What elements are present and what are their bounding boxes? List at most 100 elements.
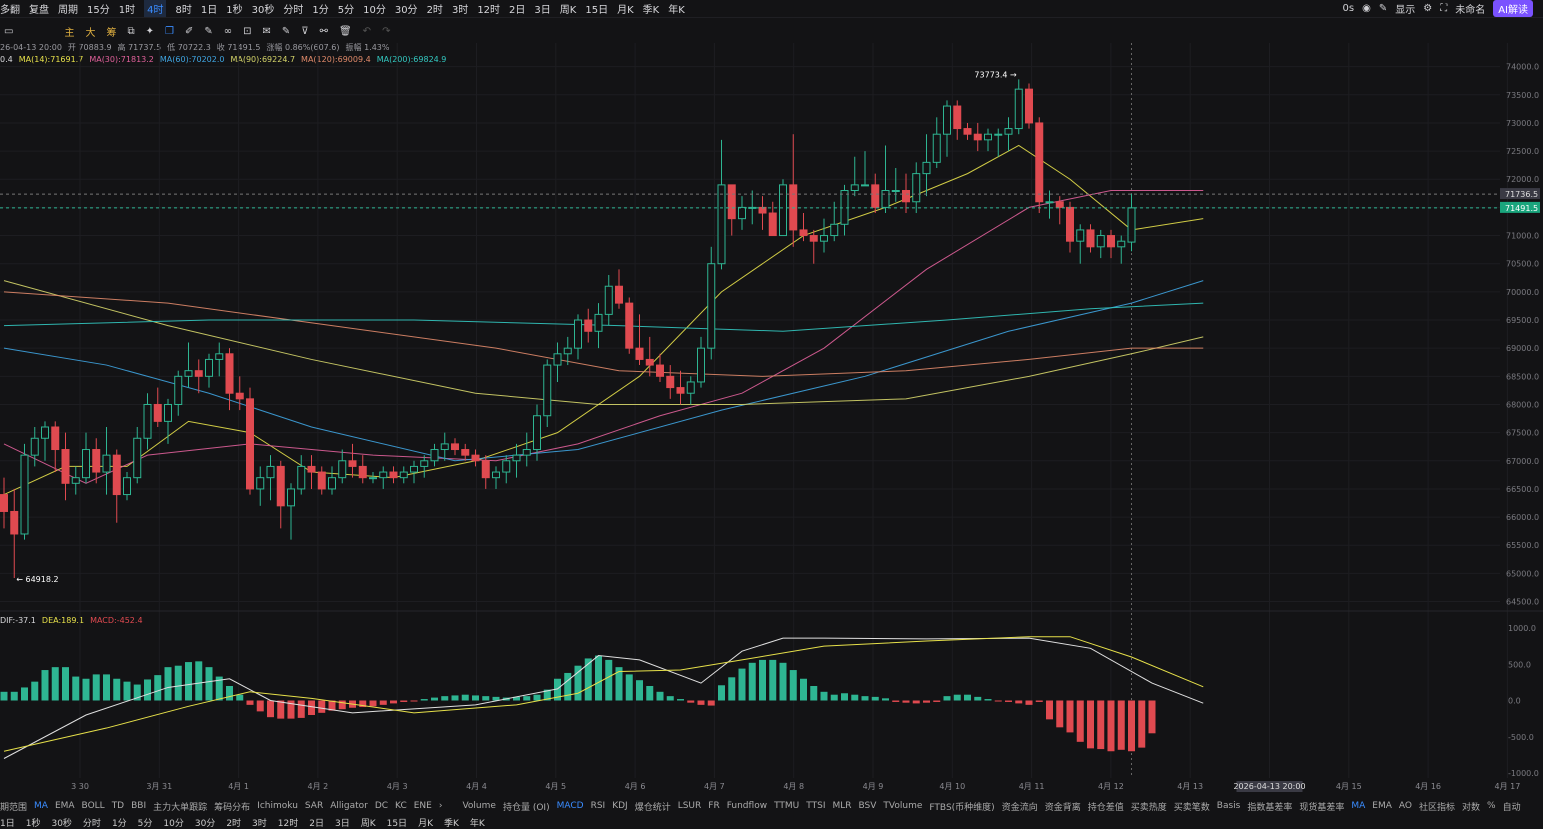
timeframe-8[interactable]: 2时 (226, 818, 242, 829)
camera-icon[interactable]: ◉ (1362, 3, 1371, 14)
period-item-23[interactable]: 季K (642, 5, 660, 16)
ai-button[interactable]: AI解读 (1493, 0, 1533, 17)
indicator-right-3[interactable]: RSI (590, 801, 606, 811)
period-item-7[interactable]: 1日 (200, 5, 218, 16)
indicator-left-13[interactable]: ENE (413, 801, 432, 811)
indicator-right-20[interactable]: Basis (1216, 801, 1241, 811)
period-item-17[interactable]: 12时 (477, 5, 501, 16)
timeframe-13[interactable]: 周K (360, 818, 376, 829)
timeframe-0[interactable]: 1日 (0, 818, 15, 829)
period-item-11[interactable]: 1分 (312, 5, 329, 16)
period-item-9[interactable]: 30秒 (251, 5, 275, 16)
copy-icon[interactable]: ⧉ (127, 25, 135, 37)
edit-icon[interactable]: ✎ (281, 25, 291, 37)
toolbar-indicator-chips[interactable]: 筹 (106, 27, 117, 39)
period-item-8[interactable]: 1秒 (226, 5, 243, 16)
timeframe-3[interactable]: 分时 (82, 818, 101, 829)
period-item-19[interactable]: 3日 (534, 5, 551, 16)
timeframe-4[interactable]: 1分 (111, 818, 127, 829)
pen-icon[interactable]: ✎ (1378, 3, 1388, 14)
timeframe-11[interactable]: 2日 (309, 818, 324, 829)
period-item-2[interactable]: 周期 (58, 5, 78, 16)
glasses-icon[interactable]: ∞ (223, 25, 233, 37)
timeframe-14[interactable]: 15日 (386, 818, 408, 829)
toolbar-indicator-big[interactable]: 大 (85, 27, 96, 39)
timeframe-12[interactable]: 3日 (334, 818, 350, 829)
timeframe-15[interactable]: 月K (418, 818, 433, 829)
indicator-left-10[interactable]: Alligator (330, 801, 368, 811)
indicator-left-5[interactable]: BBI (131, 801, 147, 811)
indicator-left-0[interactable]: 期范围 (0, 802, 28, 813)
fullscreen-icon[interactable]: ⛶ (1440, 3, 1448, 14)
indicator-right-26[interactable]: 社区指标 (1419, 802, 1456, 813)
indicator-right-8[interactable]: Fundflow (726, 801, 768, 811)
period-item-15[interactable]: 2时 (426, 5, 443, 16)
indicator-left-2[interactable]: EMA (54, 801, 75, 811)
period-item-12[interactable]: 5分 (337, 5, 355, 16)
period-item-21[interactable]: 15日 (585, 5, 609, 16)
brush-icon[interactable]: ✎ (204, 25, 213, 37)
period-item-6[interactable]: 8时 (175, 5, 192, 16)
timeframe-16[interactable]: 季K (443, 818, 459, 829)
indicator-left-9[interactable]: SAR (304, 801, 324, 811)
display-label[interactable]: 显示 (1395, 5, 1416, 16)
period-item-10[interactable]: 分时 (283, 5, 304, 16)
indicator-right-13[interactable]: TVolume (883, 801, 923, 811)
indicator-right-25[interactable]: AO (1398, 801, 1412, 811)
period-item-22[interactable]: 月K (617, 5, 634, 16)
indicator-left-12[interactable]: KC (395, 801, 407, 811)
timeframe-10[interactable]: 12时 (277, 818, 299, 829)
indicator-right-27[interactable]: 对数 (1462, 802, 1481, 813)
indicator-right-10[interactable]: TTSI (806, 801, 826, 811)
layers-icon[interactable]: ❐ (164, 25, 174, 37)
layout-name[interactable]: 未命名 (1455, 5, 1486, 16)
indicator-right-0[interactable]: Volume (462, 801, 496, 811)
ruler-icon[interactable]: ✐ (184, 25, 194, 37)
indicator-right-23[interactable]: MA (1351, 801, 1366, 811)
undo-icon[interactable]: ↶ (362, 25, 372, 37)
rect-icon[interactable]: ▭ (4, 25, 14, 37)
indicator-right-22[interactable]: 现货基差率 (1299, 802, 1345, 813)
indicator-right-16[interactable]: 资金背离 (1044, 802, 1081, 813)
period-item-24[interactable]: 年K (668, 5, 685, 16)
period-item-3[interactable]: 15分 (87, 5, 110, 16)
indicator-left-7[interactable]: 筹码分布 (214, 802, 251, 813)
period-item-14[interactable]: 30分 (394, 5, 418, 16)
period-item-13[interactable]: 10分 (363, 5, 386, 16)
timeframe-7[interactable]: 30分 (194, 818, 216, 829)
indicator-left-6[interactable]: 主力大单跟踪 (153, 802, 208, 813)
redo-icon[interactable]: ↷ (382, 25, 391, 37)
price-chart[interactable]: 74000.073500.073000.072500.072000.071500… (0, 0, 1543, 798)
indicator-right-11[interactable]: MLR (832, 801, 852, 811)
indicator-right-1[interactable]: 持仓量 (OI) (502, 802, 550, 813)
chevron-right-icon[interactable]: › (438, 801, 443, 811)
timeframe-9[interactable]: 3时 (252, 818, 267, 829)
period-item-16[interactable]: 3时 (451, 5, 469, 16)
trash-icon[interactable]: 🗑 (338, 25, 352, 37)
indicator-left-1[interactable]: MA (34, 801, 48, 811)
indicator-right-18[interactable]: 买卖热度 (1130, 802, 1167, 813)
timeframe-1[interactable]: 1秒 (25, 818, 41, 829)
indicator-right-17[interactable]: 持仓差值 (1087, 802, 1124, 813)
period-item-0[interactable]: 多翻 (0, 5, 20, 16)
period-item-18[interactable]: 2日 (509, 5, 526, 16)
timeframe-6[interactable]: 10分 (163, 818, 184, 829)
toolbar-indicator-main[interactable]: 主 (64, 27, 75, 39)
indicator-left-8[interactable]: Ichimoku (257, 801, 298, 811)
gear-icon[interactable]: ⚙ (1423, 3, 1433, 14)
indicator-right-5[interactable]: 爆仓统计 (634, 802, 671, 813)
period-item-20[interactable]: 周K (559, 5, 577, 16)
indicator-right-4[interactable]: KDJ (612, 801, 628, 811)
indicator-right-21[interactable]: 指数基差率 (1247, 802, 1293, 813)
indicator-right-2[interactable]: MACD (556, 801, 584, 811)
indicator-left-11[interactable]: DC (374, 801, 389, 811)
note-icon[interactable]: ✉ (262, 25, 271, 37)
link-icon[interactable]: ⚯ (319, 25, 328, 37)
period-item-1[interactable]: 复盘 (29, 5, 49, 16)
lock-icon[interactable]: ⊡ (243, 25, 252, 37)
indicator-right-24[interactable]: EMA (1372, 801, 1392, 811)
indicator-right-12[interactable]: BSV (858, 801, 877, 811)
timeframe-2[interactable]: 30秒 (51, 818, 72, 829)
timeframe-5[interactable]: 5分 (137, 818, 153, 829)
magic-icon[interactable]: ✦ (145, 25, 154, 37)
